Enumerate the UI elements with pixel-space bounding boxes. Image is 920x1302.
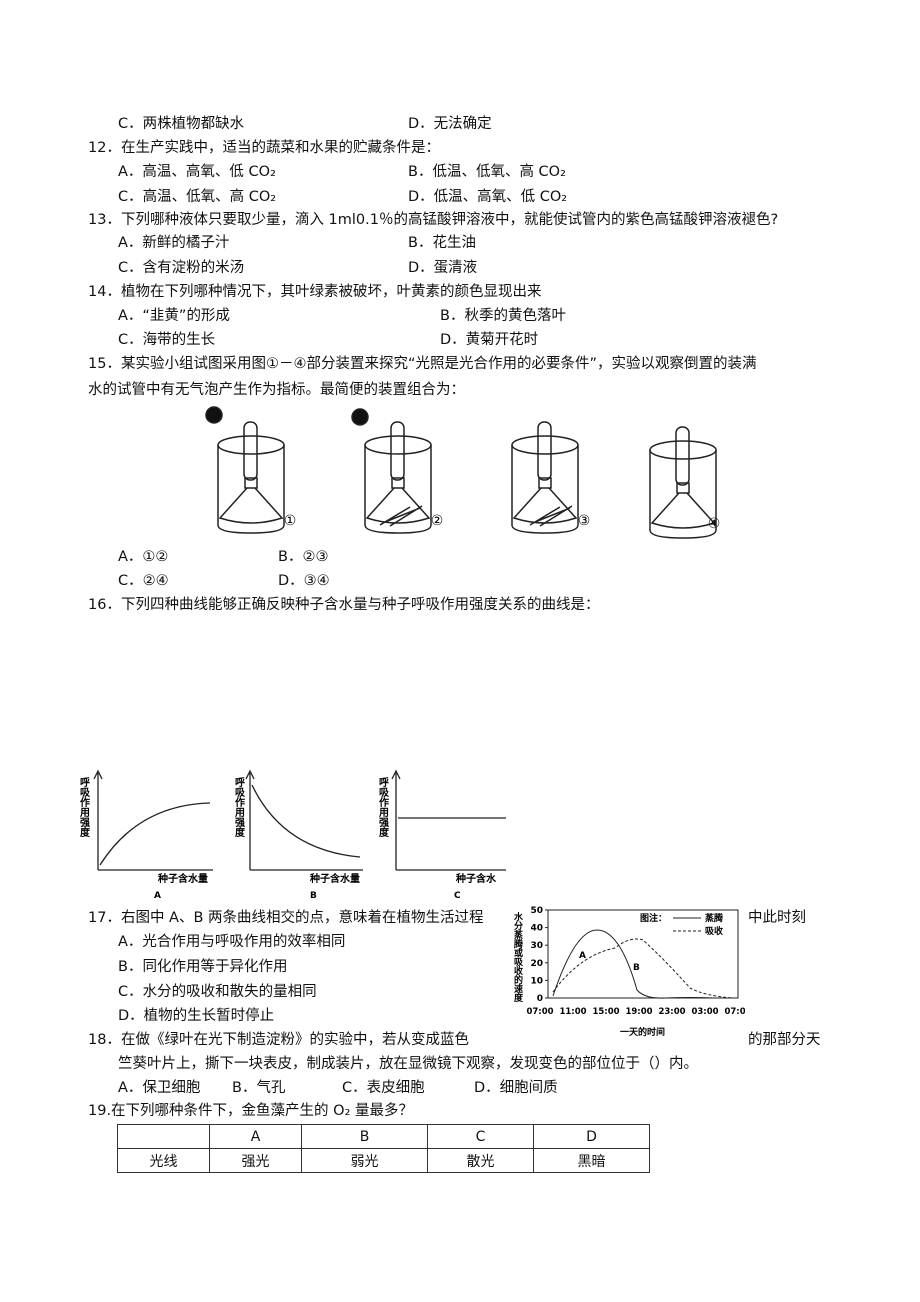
curve-label: B: [633, 963, 640, 973]
x-tick-label: 15:00: [592, 1007, 619, 1017]
table-cell: 光线: [117, 1148, 210, 1173]
table-header: A: [209, 1124, 302, 1149]
option: D．植物的生长暂时停止: [118, 1008, 275, 1024]
figure-label: ③: [578, 513, 591, 529]
question: 18．在做《绿叶在光下制造淀粉》的实验中，若从变成蓝色: [88, 1032, 469, 1048]
question: 12．在生产实践中，适当的蔬菜和水果的贮藏条件是：: [88, 140, 440, 156]
y-tick-label: 20: [530, 959, 543, 969]
option: C．②④: [118, 573, 169, 589]
question: 的那部分天: [748, 1032, 821, 1048]
question: 16．下列四种曲线能够正确反映种子含水量与种子呼吸作用强度关系的曲线是：: [88, 597, 600, 613]
x-tick-label: 19:00: [625, 1007, 652, 1017]
option: C．水分的吸收和散失的量相同: [118, 984, 317, 1000]
option: C．高温、低氧、高 CO₂: [118, 189, 277, 205]
option: D．蛋清液: [408, 260, 478, 276]
x-tick-label: 11:00: [559, 1007, 586, 1017]
y-label: 呼吸作用强度: [233, 776, 246, 838]
option: D．黄菊开花时: [440, 332, 539, 348]
question: 15．某实验小组试图采用图①－④部分装置来探究“光照是光合作用的必要条件”，实验…: [88, 356, 757, 372]
option: D．无法确定: [408, 116, 492, 132]
legend-entry: 蒸腾: [705, 912, 724, 924]
question: 水的试管中有无气泡产生作为指标。最简便的装置组合为：: [88, 382, 465, 398]
table-cell: 黑暗: [533, 1148, 650, 1173]
y-label: 呼吸作用强度: [78, 776, 91, 838]
curve: [552, 938, 734, 999]
option: A．光合作用与呼吸作用的效率相同: [118, 934, 346, 950]
option: B．气孔: [232, 1080, 286, 1096]
table-cell: 弱光: [301, 1148, 428, 1173]
question: 14．植物在下列哪种情况下，其叶绿素被破坏，叶黄素的颜色显现出来: [88, 284, 542, 300]
table-header: C: [427, 1124, 534, 1149]
question: 19.在下列哪种条件下，金鱼藻产生的 O₂ 量最多？: [88, 1103, 414, 1119]
y-tick-label: 40: [530, 924, 543, 934]
option: B．花生油: [408, 235, 476, 251]
option: B．②③: [278, 549, 329, 565]
transpiration-chart: 水分蒸腾或吸收的速度 一天的时间 图注： 蒸腾 吸收 A B 0 10 20 30 40…: [512, 906, 745, 1038]
apparatus-figure: ① ② ③ ④: [205, 406, 721, 539]
option: A．①②: [118, 549, 169, 565]
table-header: D: [533, 1124, 650, 1149]
graph-label: C: [454, 891, 461, 901]
y-tick-label: 30: [530, 941, 543, 951]
figure-label: ④: [708, 516, 721, 532]
x-label: 种子含水量: [309, 872, 360, 885]
x-label: 种子含水: [455, 872, 497, 885]
x-tick-label: 03:00: [691, 1007, 718, 1017]
graph-label: A: [154, 891, 161, 901]
curve-graphs: 呼吸作用强度 种子含水量 A 呼吸作用强度 种子含水量 B 呼吸作用强度 种子含…: [78, 769, 506, 901]
y-label: 呼吸作用强度: [377, 776, 390, 838]
option: A．高温、高氧、低 CO₂: [118, 164, 276, 180]
option: B．同化作用等于异化作用: [118, 959, 288, 975]
curve-label: A: [579, 951, 586, 961]
plot-frame: [547, 909, 739, 999]
graph-label: B: [310, 891, 317, 901]
legend-entry: 吸收: [705, 925, 723, 937]
option: A．新鲜的橘子汁: [118, 235, 230, 251]
option: C．海带的生长: [118, 332, 216, 348]
x-tick-label: 07:00: [724, 1007, 745, 1017]
option: D．细胞间质: [474, 1080, 558, 1096]
x-label: 一天的时间: [620, 1026, 665, 1038]
question: 中此时刻: [748, 910, 806, 926]
table-cell: 强光: [209, 1148, 302, 1173]
y-tick-label: 0: [537, 994, 543, 1004]
table-header: B: [301, 1124, 428, 1149]
figure-label: ①: [284, 513, 297, 529]
legend-title: 图注：: [640, 912, 667, 924]
x-label: 种子含水量: [157, 872, 208, 885]
question: 竺葵叶片上，撕下一块表皮，制成装片，放在显微镜下观察，发现变色的部位位于（）内。: [118, 1056, 698, 1072]
option: A．“韭黄”的形成: [118, 308, 230, 324]
y-tick-label: 10: [530, 976, 543, 986]
y-tick-label: 50: [530, 906, 543, 916]
table-cell: [117, 1124, 210, 1149]
option: D．低温、高氧、低 CO₂: [408, 189, 568, 205]
table: A B C D 光线 强光 弱光 散光 黑暗: [117, 1124, 650, 1173]
y-label: 水分蒸腾或吸收的速度: [512, 911, 524, 1003]
curve: [552, 929, 716, 999]
option: C．两株植物都缺水: [118, 116, 245, 132]
option: C．含有淀粉的米汤: [118, 260, 245, 276]
option: D．③④: [278, 573, 330, 589]
option: C．表皮细胞: [342, 1080, 425, 1096]
option: B．秋季的黄色落叶: [440, 308, 566, 324]
question: 13．下列哪种液体只要取少量，滴入 1ml0.1％的高锰酸钾溶液中，就能使试管内…: [88, 212, 779, 228]
x-tick-label: 23:00: [658, 1007, 685, 1017]
x-tick-label: 07:00: [526, 1007, 553, 1017]
table-cell: 散光: [427, 1148, 534, 1173]
option: B．低温、低氧、高 CO₂: [408, 164, 566, 180]
question: 17．右图中 A、B 两条曲线相交的点，意味着在植物生活过程: [88, 910, 484, 926]
figure-label: ②: [431, 513, 444, 529]
option: A．保卫细胞: [118, 1080, 201, 1096]
